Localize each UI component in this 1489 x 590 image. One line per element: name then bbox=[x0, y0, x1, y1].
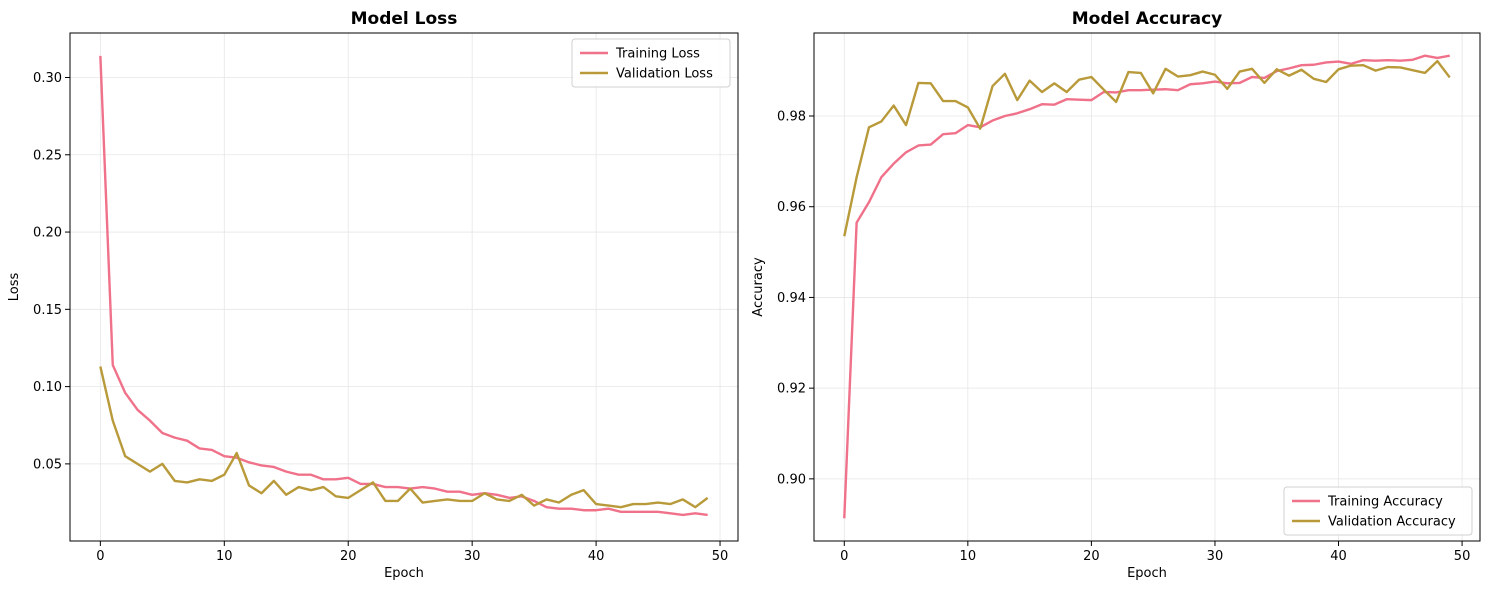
chart-0-xlabel: Epoch bbox=[384, 566, 424, 581]
chart-1-series-1-line bbox=[843, 59, 1451, 237]
chart-1-title: Model Accuracy bbox=[1072, 9, 1222, 29]
chart-0-legend: Training Loss Validation Loss bbox=[571, 38, 731, 88]
chart-1-xlabel: Epoch bbox=[1127, 566, 1167, 581]
chart-0-ytick-label-1: 0.10 bbox=[33, 380, 62, 395]
chart-1-legend-label-1: Validation Accuracy bbox=[1328, 515, 1456, 530]
chart-1-legend-box bbox=[1283, 486, 1473, 536]
chart-1-ytick-label-1: 0.92 bbox=[777, 382, 806, 397]
chart-1-ylabel: Accuracy bbox=[751, 257, 766, 317]
chart-0: 0 10 20 30 40 50 0.05 0.10 0.15 0.20 0.25 0.30 Model… bbox=[7, 9, 739, 581]
chart-1-xtick-label-3: 30 bbox=[1207, 549, 1224, 564]
chart-0-ytick-label-5: 0.30 bbox=[33, 71, 62, 86]
chart-0-xtick-label-2: 20 bbox=[340, 549, 357, 564]
chart-1-xtick-label-2: 20 bbox=[1083, 549, 1100, 564]
chart-1-xtick-label-1: 10 bbox=[960, 549, 977, 564]
chart-1-ytick-label-3: 0.96 bbox=[777, 200, 806, 215]
chart-0-series-0-line bbox=[99, 55, 708, 517]
chart-0-ytick-label-0: 0.05 bbox=[33, 457, 62, 472]
chart-1-ytick-label-4: 0.98 bbox=[777, 110, 806, 125]
chart-0-ytick-label-3: 0.20 bbox=[33, 226, 62, 241]
chart-0-title: Model Loss bbox=[351, 9, 458, 29]
chart-1-xtick-label-5: 50 bbox=[1454, 549, 1471, 564]
chart-1-legend: Training Accuracy Validation Accuracy bbox=[1283, 486, 1473, 536]
chart-0-legend-label-1: Validation Loss bbox=[616, 67, 713, 82]
chart-0-xtick-label-3: 30 bbox=[464, 549, 481, 564]
chart-1-legend-label-0: Training Accuracy bbox=[1327, 495, 1443, 510]
chart-0-xtick-label-4: 40 bbox=[588, 549, 605, 564]
chart-1-axes-frame bbox=[813, 32, 1481, 542]
chart-0-xtick-label-0: 0 bbox=[96, 549, 104, 564]
chart-0-xtick-label-5: 50 bbox=[712, 549, 729, 564]
chart-1-ytick-label-2: 0.94 bbox=[777, 291, 806, 306]
chart-0-legend-box bbox=[571, 38, 731, 88]
chart-0-xtick-label-1: 10 bbox=[216, 549, 233, 564]
chart-0-ylabel: Loss bbox=[7, 273, 22, 302]
chart-0-series-1-line bbox=[99, 366, 709, 509]
chart-1-ytick-label-0: 0.90 bbox=[777, 472, 806, 487]
chart-1-xtick-label-0: 0 bbox=[840, 549, 848, 564]
chart-1-xtick-label-4: 40 bbox=[1330, 549, 1347, 564]
chart-0-legend-label-0: Training Loss bbox=[615, 47, 700, 62]
chart-1: 0 10 20 30 40 50 0.90 0.92 0.94 0.96 0.98 Model Acc… bbox=[751, 9, 1481, 581]
chart-1-series-0-line bbox=[843, 54, 1450, 519]
chart-0-ytick-label-2: 0.15 bbox=[33, 303, 62, 318]
chart-0-axes-frame bbox=[69, 32, 739, 542]
chart-0-ytick-label-4: 0.25 bbox=[33, 148, 62, 163]
